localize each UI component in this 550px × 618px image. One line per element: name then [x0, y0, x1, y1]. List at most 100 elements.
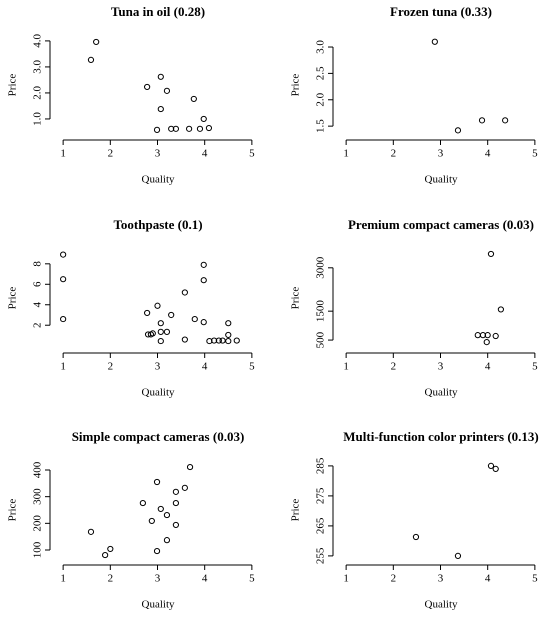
x-tick-label: 4 — [202, 361, 208, 373]
y-tick-label: 285 — [315, 457, 327, 474]
point — [502, 117, 509, 124]
x-tick-label: 3 — [155, 573, 161, 585]
x-axis-label: Quality — [142, 174, 175, 186]
y-tick-label: 2.0 — [315, 92, 327, 106]
x-axis-label: Quality — [142, 599, 175, 611]
point — [225, 337, 232, 345]
y-tick-label: 4.0 — [32, 34, 44, 48]
point — [163, 328, 171, 335]
x-tick-label: 5 — [532, 361, 538, 373]
point — [157, 328, 164, 335]
panel-title: Premium compact cameras (0.03) — [348, 217, 534, 232]
point — [163, 511, 171, 519]
point — [196, 125, 204, 132]
point — [492, 465, 499, 472]
y-tick-label: 500 — [315, 331, 327, 348]
point — [487, 250, 495, 258]
x-tick-label: 1 — [60, 148, 66, 160]
x-tick-label: 3 — [438, 573, 444, 585]
y-tick-label: 255 — [315, 547, 327, 564]
point — [87, 56, 95, 63]
point — [102, 551, 109, 559]
y-tick-label: 2 — [32, 322, 44, 328]
point — [474, 332, 481, 339]
point — [200, 261, 207, 268]
point — [154, 302, 161, 309]
y-tick-label: 1.0 — [32, 112, 44, 126]
point — [219, 337, 226, 344]
x-tick-label: 4 — [202, 573, 208, 585]
x-tick-label: 4 — [485, 148, 491, 160]
point — [172, 488, 180, 495]
y-tick-label: 3000 — [315, 256, 327, 279]
y-tick-label: 400 — [32, 461, 44, 478]
point — [454, 552, 462, 560]
x-tick-label: 2 — [391, 361, 397, 373]
point — [186, 463, 194, 471]
point — [478, 117, 486, 124]
x-tick-label: 5 — [249, 148, 255, 160]
point — [200, 319, 207, 326]
point — [144, 83, 151, 91]
panel-title: Frozen tuna (0.33) — [390, 4, 492, 19]
point — [484, 332, 491, 339]
x-tick-label: 5 — [249, 573, 255, 585]
y-tick-label: 3.0 — [315, 40, 327, 54]
point — [107, 545, 114, 553]
y-axis-label: Price — [7, 74, 19, 97]
point — [157, 105, 164, 113]
point — [60, 315, 67, 323]
y-tick-label: 2.5 — [315, 66, 327, 80]
point — [497, 306, 504, 313]
x-tick-label: 3 — [438, 148, 444, 160]
point — [60, 251, 67, 258]
x-tick-label: 1 — [343, 148, 349, 160]
point — [186, 125, 193, 132]
point — [200, 115, 207, 123]
point — [172, 521, 180, 529]
point — [93, 38, 100, 46]
y-axis-label: Price — [7, 499, 19, 522]
point — [157, 320, 164, 327]
y-tick-label: 4 — [32, 302, 44, 308]
y-axis-label: Price — [290, 74, 302, 97]
y-tick-label: 300 — [32, 488, 44, 505]
point — [487, 462, 495, 469]
x-tick-label: 3 — [155, 361, 161, 373]
point — [168, 311, 175, 319]
y-tick-label: 1.5 — [315, 119, 327, 133]
x-tick-label: 3 — [438, 361, 444, 373]
x-tick-label: 2 — [108, 573, 114, 585]
y-tick-label: 200 — [32, 515, 44, 532]
y-axis-label: Price — [7, 287, 19, 310]
point — [157, 505, 164, 513]
panel-title: Multi-function color printers (0.13) — [343, 429, 538, 444]
point — [200, 277, 207, 284]
point — [492, 332, 499, 340]
y-tick-label: 265 — [315, 517, 327, 534]
x-tick-label: 2 — [108, 361, 114, 373]
point — [181, 289, 188, 296]
point — [412, 533, 420, 541]
panel-title: Simple compact cameras (0.03) — [72, 429, 245, 444]
y-tick-label: 8 — [32, 261, 44, 267]
x-tick-label: 1 — [343, 573, 349, 585]
point — [148, 517, 155, 525]
point — [163, 87, 171, 94]
point — [144, 309, 151, 317]
y-tick-label: 6 — [32, 281, 44, 287]
y-tick-label: 3.0 — [32, 60, 44, 74]
point — [149, 330, 156, 337]
point — [454, 127, 462, 134]
y-tick-label: 1500 — [315, 300, 327, 323]
x-tick-label: 4 — [202, 148, 208, 160]
y-axis-label: Price — [290, 499, 302, 522]
point — [163, 537, 171, 544]
x-axis-label: Quality — [142, 387, 175, 399]
point — [172, 499, 180, 507]
point — [190, 95, 197, 103]
point — [60, 276, 67, 283]
point — [205, 124, 213, 132]
point — [431, 38, 438, 45]
